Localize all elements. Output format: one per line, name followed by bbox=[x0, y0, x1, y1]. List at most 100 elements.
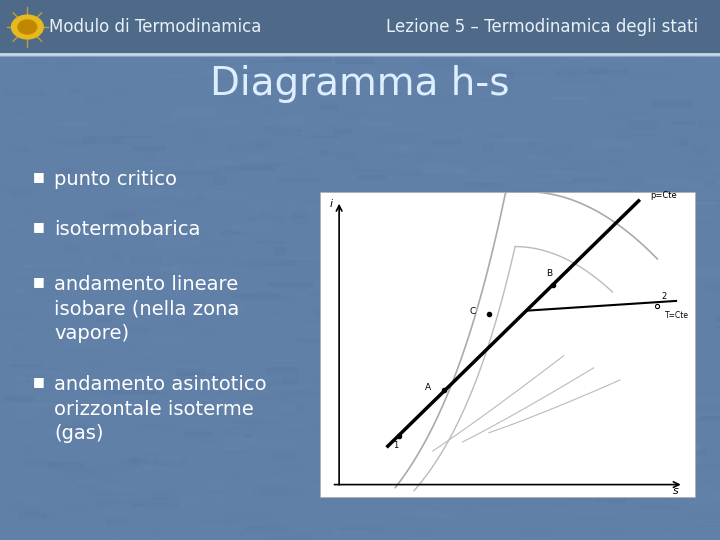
FancyBboxPatch shape bbox=[233, 225, 272, 232]
FancyBboxPatch shape bbox=[439, 130, 489, 133]
FancyBboxPatch shape bbox=[187, 127, 210, 133]
FancyBboxPatch shape bbox=[450, 477, 500, 483]
FancyBboxPatch shape bbox=[386, 134, 428, 136]
FancyBboxPatch shape bbox=[372, 196, 401, 200]
FancyBboxPatch shape bbox=[414, 296, 453, 299]
FancyBboxPatch shape bbox=[231, 293, 280, 298]
FancyBboxPatch shape bbox=[261, 97, 268, 99]
FancyBboxPatch shape bbox=[473, 295, 518, 302]
FancyBboxPatch shape bbox=[369, 285, 407, 293]
FancyBboxPatch shape bbox=[268, 9, 283, 18]
FancyBboxPatch shape bbox=[58, 122, 89, 125]
FancyBboxPatch shape bbox=[531, 171, 581, 173]
FancyBboxPatch shape bbox=[220, 14, 248, 17]
FancyBboxPatch shape bbox=[361, 71, 379, 79]
FancyBboxPatch shape bbox=[523, 480, 546, 485]
FancyBboxPatch shape bbox=[437, 421, 459, 427]
FancyBboxPatch shape bbox=[372, 2, 403, 7]
Text: andamento lineare
isobare (nella zona
vapore): andamento lineare isobare (nella zona va… bbox=[54, 275, 239, 343]
FancyBboxPatch shape bbox=[449, 166, 473, 168]
FancyBboxPatch shape bbox=[227, 514, 270, 523]
FancyBboxPatch shape bbox=[284, 523, 321, 528]
FancyBboxPatch shape bbox=[553, 12, 576, 15]
FancyBboxPatch shape bbox=[30, 378, 40, 384]
FancyBboxPatch shape bbox=[303, 319, 347, 326]
FancyBboxPatch shape bbox=[159, 267, 180, 271]
FancyBboxPatch shape bbox=[512, 480, 550, 488]
FancyBboxPatch shape bbox=[449, 478, 485, 487]
Circle shape bbox=[12, 15, 43, 39]
FancyBboxPatch shape bbox=[227, 259, 264, 268]
FancyBboxPatch shape bbox=[451, 335, 500, 343]
FancyBboxPatch shape bbox=[540, 295, 550, 300]
FancyBboxPatch shape bbox=[140, 163, 182, 165]
FancyBboxPatch shape bbox=[694, 191, 720, 199]
FancyBboxPatch shape bbox=[207, 41, 256, 45]
Text: C: C bbox=[469, 307, 476, 316]
FancyBboxPatch shape bbox=[530, 345, 539, 353]
FancyBboxPatch shape bbox=[156, 523, 166, 526]
FancyBboxPatch shape bbox=[620, 310, 633, 319]
FancyBboxPatch shape bbox=[179, 407, 202, 410]
FancyBboxPatch shape bbox=[495, 139, 544, 141]
FancyBboxPatch shape bbox=[127, 189, 164, 194]
FancyBboxPatch shape bbox=[428, 345, 450, 352]
FancyBboxPatch shape bbox=[254, 292, 276, 299]
FancyBboxPatch shape bbox=[715, 315, 720, 322]
FancyBboxPatch shape bbox=[289, 284, 305, 292]
FancyBboxPatch shape bbox=[264, 19, 315, 22]
FancyBboxPatch shape bbox=[319, 427, 356, 432]
FancyBboxPatch shape bbox=[552, 448, 586, 450]
FancyBboxPatch shape bbox=[11, 289, 24, 293]
FancyBboxPatch shape bbox=[337, 436, 345, 439]
FancyBboxPatch shape bbox=[566, 67, 610, 73]
Text: ■: ■ bbox=[32, 220, 44, 233]
FancyBboxPatch shape bbox=[269, 505, 303, 507]
Text: Modulo di Termodinamica: Modulo di Termodinamica bbox=[49, 18, 261, 36]
FancyBboxPatch shape bbox=[245, 388, 293, 393]
FancyBboxPatch shape bbox=[325, 436, 333, 444]
FancyBboxPatch shape bbox=[360, 116, 368, 122]
FancyBboxPatch shape bbox=[670, 183, 701, 188]
Text: ■: ■ bbox=[32, 375, 44, 388]
FancyBboxPatch shape bbox=[418, 275, 459, 281]
FancyBboxPatch shape bbox=[343, 427, 366, 431]
FancyBboxPatch shape bbox=[323, 457, 341, 467]
FancyBboxPatch shape bbox=[572, 178, 608, 182]
FancyBboxPatch shape bbox=[600, 179, 626, 183]
FancyBboxPatch shape bbox=[41, 497, 57, 503]
FancyBboxPatch shape bbox=[276, 117, 308, 123]
FancyBboxPatch shape bbox=[611, 225, 634, 232]
FancyBboxPatch shape bbox=[111, 390, 156, 395]
Text: 1: 1 bbox=[392, 441, 398, 450]
FancyBboxPatch shape bbox=[679, 199, 720, 201]
FancyBboxPatch shape bbox=[379, 437, 413, 442]
FancyBboxPatch shape bbox=[625, 414, 666, 423]
FancyBboxPatch shape bbox=[592, 133, 603, 137]
FancyBboxPatch shape bbox=[588, 69, 629, 75]
FancyBboxPatch shape bbox=[674, 397, 680, 402]
FancyBboxPatch shape bbox=[166, 74, 198, 78]
FancyBboxPatch shape bbox=[592, 161, 639, 165]
FancyBboxPatch shape bbox=[367, 422, 382, 427]
FancyBboxPatch shape bbox=[550, 499, 587, 508]
FancyBboxPatch shape bbox=[459, 305, 505, 310]
FancyBboxPatch shape bbox=[268, 282, 315, 287]
FancyBboxPatch shape bbox=[174, 107, 214, 115]
FancyBboxPatch shape bbox=[482, 71, 505, 80]
FancyBboxPatch shape bbox=[596, 272, 612, 278]
FancyBboxPatch shape bbox=[196, 159, 234, 165]
FancyBboxPatch shape bbox=[61, 501, 102, 503]
FancyBboxPatch shape bbox=[610, 33, 644, 38]
FancyBboxPatch shape bbox=[241, 159, 291, 163]
FancyBboxPatch shape bbox=[400, 145, 410, 154]
FancyBboxPatch shape bbox=[140, 381, 150, 390]
FancyBboxPatch shape bbox=[715, 167, 720, 171]
FancyBboxPatch shape bbox=[419, 165, 466, 174]
FancyBboxPatch shape bbox=[281, 422, 310, 428]
FancyBboxPatch shape bbox=[480, 51, 512, 53]
FancyBboxPatch shape bbox=[184, 49, 197, 58]
FancyBboxPatch shape bbox=[76, 479, 98, 484]
Text: ■: ■ bbox=[32, 170, 44, 183]
FancyBboxPatch shape bbox=[5, 379, 48, 381]
